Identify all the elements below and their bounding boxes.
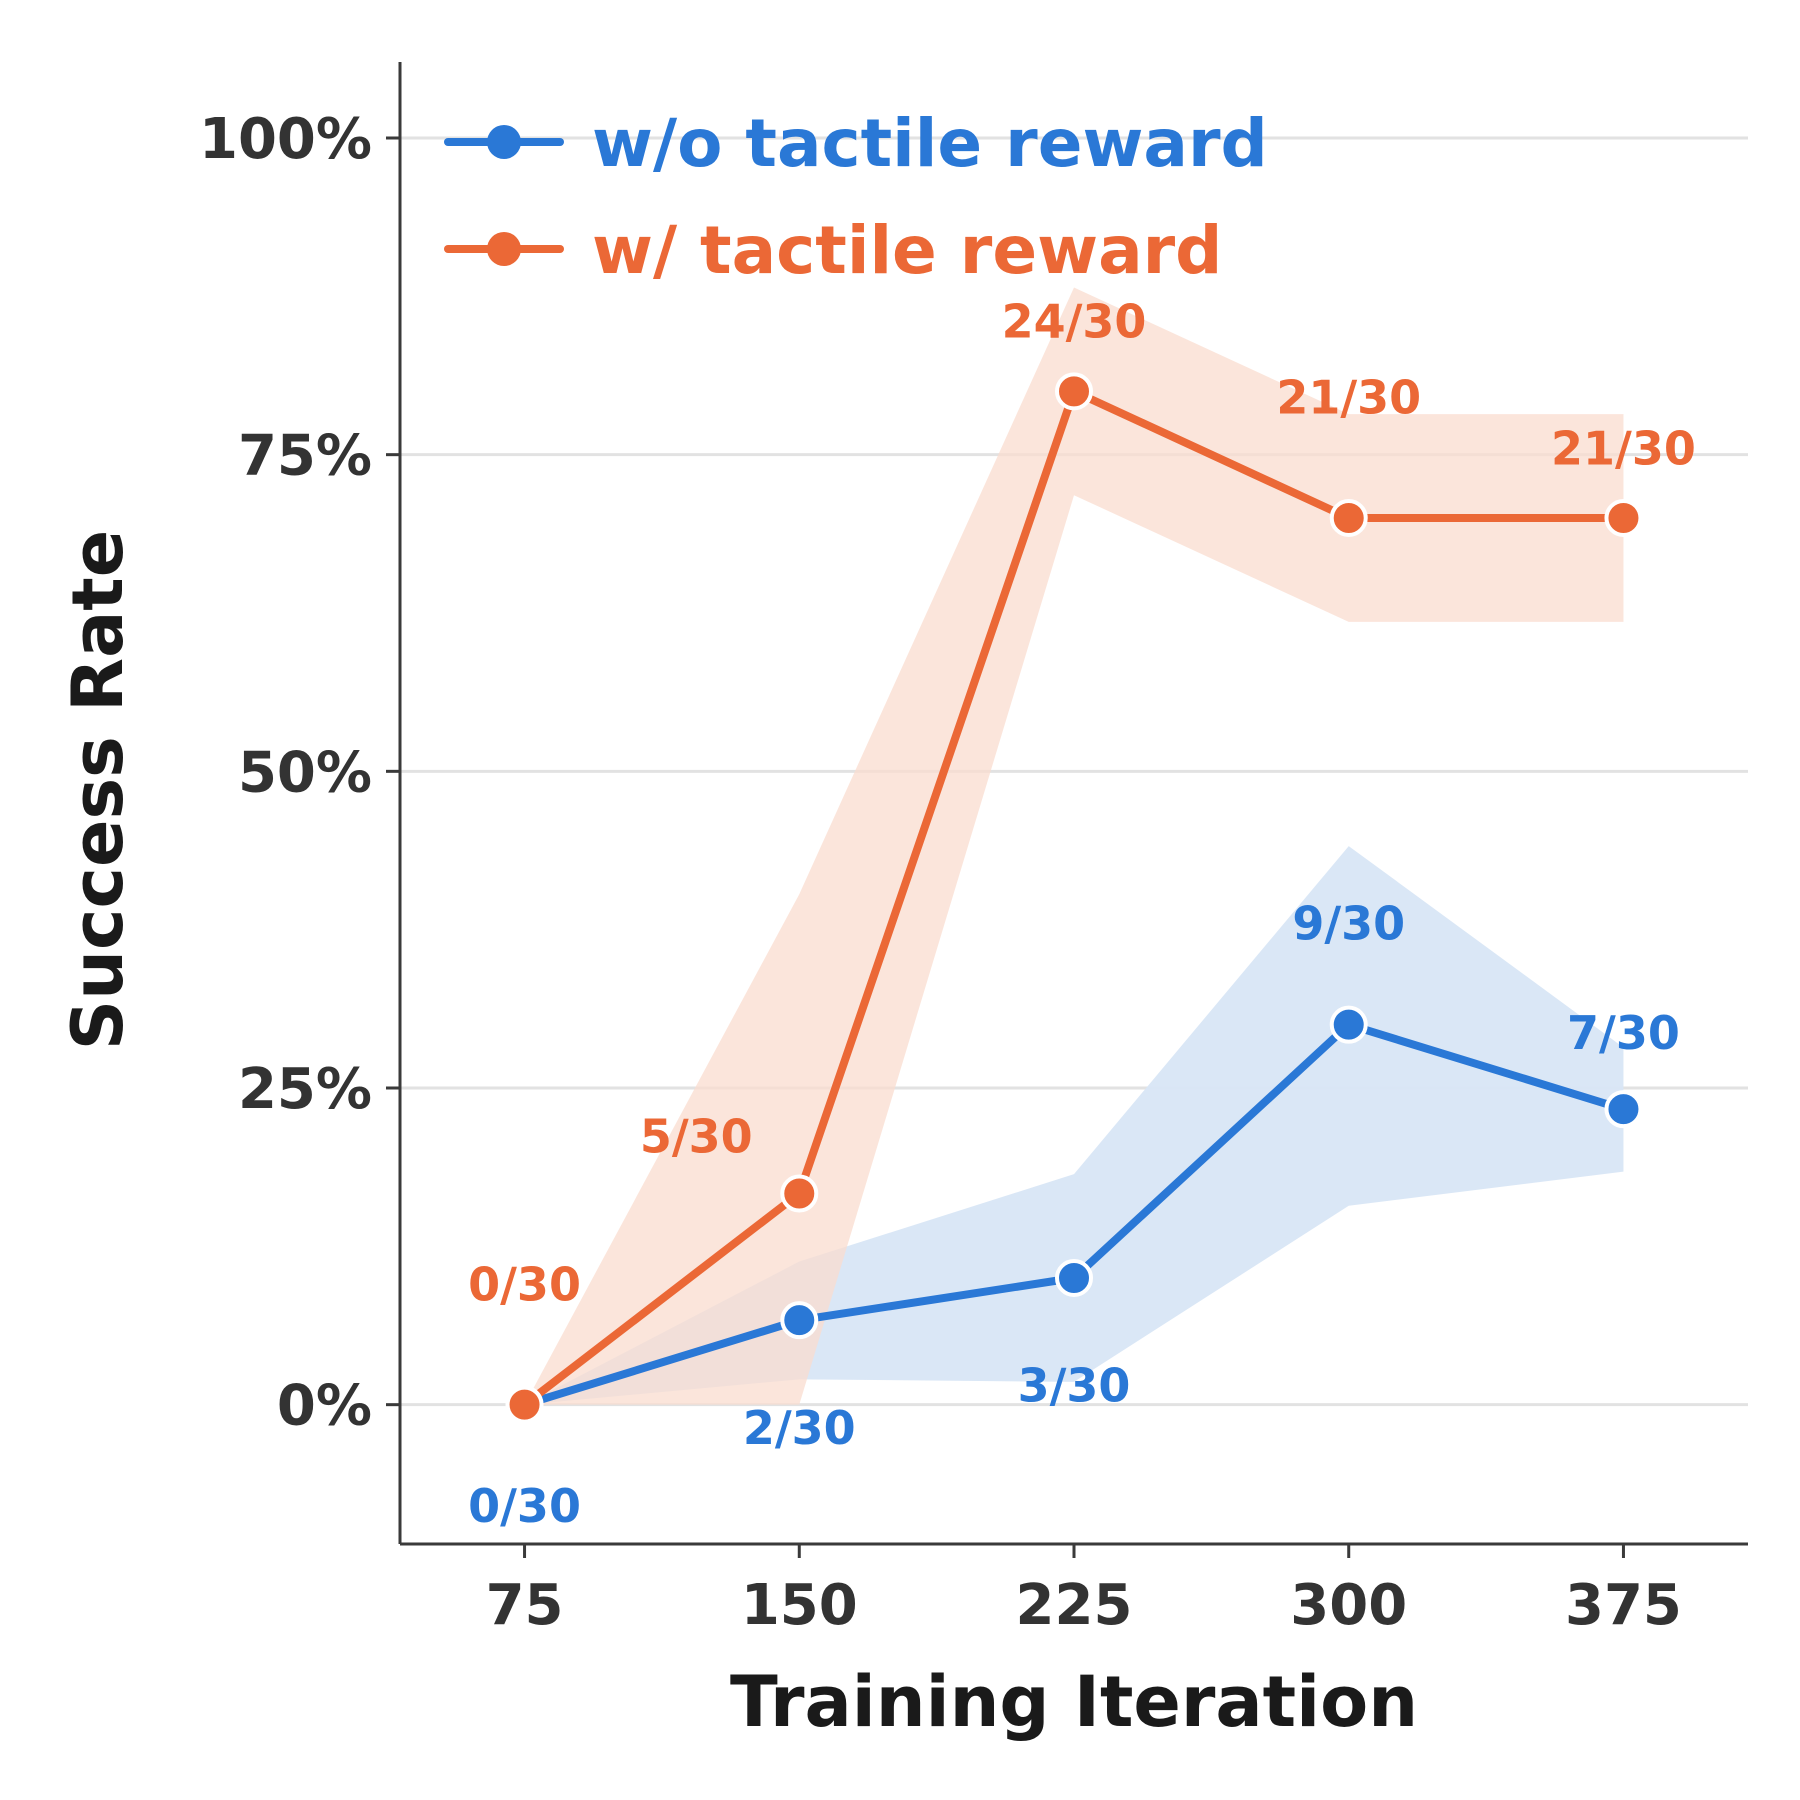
y-tick-label: 50% [238, 740, 372, 805]
point-label-w-tactile: 21/30 [1551, 421, 1696, 475]
point-w-tactile [1055, 372, 1093, 411]
point-label-w-tactile: 21/30 [1276, 371, 1421, 425]
legend: w/o tactile reward w/ tactile reward [444, 105, 1268, 289]
x-tick-label: 150 [741, 1573, 858, 1638]
legend-entry-wo-tactile: w/o tactile reward [444, 105, 1268, 182]
point-w-tactile [1604, 499, 1643, 537]
point-label-w-tactile: 0/30 [468, 1257, 581, 1311]
point-wo-tactile [780, 1301, 819, 1340]
y-tick-label: 0% [277, 1374, 372, 1439]
legend-marker-w-tactile [487, 232, 521, 266]
point-w-tactile [780, 1174, 819, 1213]
band-w-tactile [524, 287, 1624, 1405]
point-label-wo-tactile: 3/30 [1018, 1359, 1131, 1413]
legend-label-wo-tactile: w/o tactile reward [592, 105, 1268, 182]
point-wo-tactile [1604, 1090, 1643, 1129]
legend-entry-w-tactile: w/ tactile reward [444, 212, 1222, 289]
point-labels: 0/30 2/30 3/30 9/30 7/30 0/30 5/30 24/30 21/30 21… [468, 295, 1696, 1533]
point-wo-tactile [1055, 1259, 1093, 1297]
point-wo-tactile [1329, 1005, 1368, 1044]
point-label-wo-tactile: 0/30 [468, 1479, 581, 1533]
x-tick-label: 75 [486, 1573, 564, 1638]
axis-ticks: 0% 25% 50% 75% 100% 75 150 225 300 375 [199, 107, 1682, 1638]
legend-marker-wo-tactile [487, 125, 521, 159]
y-tick-label: 75% [238, 424, 372, 489]
series-points [505, 372, 1643, 1424]
legend-label-w-tactile: w/ tactile reward [592, 212, 1222, 289]
y-tick-label: 100% [199, 107, 372, 172]
x-tick-label: 300 [1290, 1573, 1407, 1638]
x-tick-label: 375 [1565, 1573, 1682, 1638]
y-tick-label: 25% [238, 1057, 372, 1122]
x-axis-title: Training Iteration [730, 1661, 1418, 1743]
point-label-wo-tactile: 7/30 [1567, 1006, 1680, 1060]
point-label-w-tactile: 24/30 [1002, 295, 1147, 349]
point-w-tactile [1329, 499, 1368, 537]
y-axis-title: Success Rate [57, 530, 139, 1051]
point-label-w-tactile: 5/30 [640, 1110, 753, 1164]
point-w-tactile [505, 1385, 544, 1424]
x-tick-label: 225 [1016, 1573, 1133, 1638]
confidence-bands [524, 287, 1624, 1405]
point-label-wo-tactile: 2/30 [743, 1401, 856, 1455]
point-label-wo-tactile: 9/30 [1292, 896, 1405, 950]
